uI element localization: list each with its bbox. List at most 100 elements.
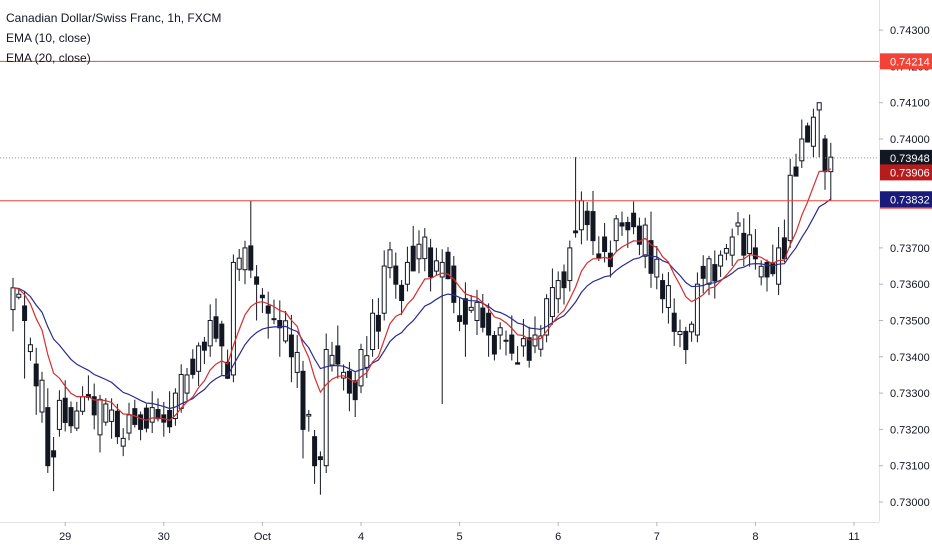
candle xyxy=(718,250,724,277)
time-tick-label: 7 xyxy=(654,531,660,543)
candle xyxy=(677,319,683,348)
candle xyxy=(381,250,387,321)
ema20-price-badge: 0.73832 xyxy=(880,191,932,208)
candle xyxy=(126,402,132,441)
svg-text:0.73948: 0.73948 xyxy=(890,153,930,165)
candle xyxy=(404,246,410,292)
candle xyxy=(259,288,265,313)
candle xyxy=(288,314,294,383)
candle xyxy=(306,409,312,432)
candle xyxy=(433,247,439,276)
candle xyxy=(451,256,457,314)
candle xyxy=(428,238,434,292)
candle xyxy=(752,229,758,270)
candle xyxy=(323,333,329,473)
candle xyxy=(346,362,352,412)
candle xyxy=(770,244,776,277)
candle xyxy=(491,330,497,361)
svg-text:0.73832: 0.73832 xyxy=(890,194,930,206)
candle xyxy=(335,325,341,379)
candle xyxy=(74,401,80,431)
candle xyxy=(596,236,602,262)
time-tick-label: 11 xyxy=(848,531,859,543)
candle xyxy=(236,249,242,281)
candle xyxy=(549,268,555,325)
candle xyxy=(729,228,735,267)
candle xyxy=(689,321,695,342)
price-tick-label: 0.73400 xyxy=(890,352,930,364)
time-tick-label: 6 xyxy=(555,531,561,543)
candle xyxy=(143,404,149,433)
candle xyxy=(416,230,422,274)
candle xyxy=(828,142,834,201)
price-tick-label: 0.73700 xyxy=(890,243,930,255)
price-tick-label: 0.74000 xyxy=(890,134,930,146)
candle xyxy=(590,190,596,256)
candle xyxy=(486,303,492,357)
candle xyxy=(654,245,660,290)
candle xyxy=(167,391,173,434)
candle xyxy=(636,217,642,256)
time-tick-label: 29 xyxy=(59,531,71,543)
candle xyxy=(132,399,138,428)
candle xyxy=(462,282,468,357)
candle xyxy=(10,277,16,332)
candle xyxy=(515,346,521,365)
candle xyxy=(642,217,648,269)
candle xyxy=(294,334,300,388)
candle xyxy=(109,398,115,439)
level-price-badge: 0.74214 xyxy=(880,53,932,70)
candle xyxy=(283,310,289,344)
price-axis[interactable]: 0.743000.742000.741000.740000.737000.736… xyxy=(879,0,930,522)
candle xyxy=(694,272,700,343)
candle xyxy=(538,325,544,357)
candle xyxy=(741,218,747,267)
time-axis[interactable]: 29 30 Oct 4 5 6 7 8 11 xyxy=(0,522,879,543)
candle xyxy=(39,371,45,423)
candle xyxy=(22,291,28,379)
candle xyxy=(468,294,474,313)
candle xyxy=(799,119,805,169)
candle xyxy=(248,200,254,279)
candle xyxy=(700,255,706,294)
candle xyxy=(578,191,584,245)
candle xyxy=(567,240,573,292)
candle xyxy=(503,330,509,356)
candle xyxy=(91,383,97,430)
candle xyxy=(242,240,248,285)
ema20-legend[interactable]: EMA (20, close) xyxy=(6,51,91,65)
candle xyxy=(265,291,271,339)
candle xyxy=(793,153,799,177)
price-tick-label: 0.74100 xyxy=(890,98,930,110)
candle xyxy=(555,271,561,314)
candle xyxy=(358,343,364,394)
price-tick-label: 0.74300 xyxy=(890,25,930,37)
candle xyxy=(648,211,654,288)
candle xyxy=(787,158,793,248)
candle xyxy=(747,214,753,267)
candle xyxy=(27,337,33,361)
candle xyxy=(364,336,370,379)
candle xyxy=(619,211,625,236)
ema10-legend[interactable]: EMA (10, close) xyxy=(6,31,91,45)
candle xyxy=(665,272,671,324)
candle xyxy=(201,336,207,364)
candle xyxy=(810,108,816,158)
candle xyxy=(509,315,515,361)
ema10-price-badge: 0.73906 xyxy=(880,164,932,181)
plot-area xyxy=(0,60,879,495)
price-tick-label: 0.73500 xyxy=(890,316,930,328)
candle xyxy=(671,298,677,346)
candle xyxy=(271,299,277,325)
candle xyxy=(399,280,405,315)
candle xyxy=(683,326,689,365)
candle xyxy=(312,429,318,484)
candle xyxy=(184,367,190,401)
ema20-line xyxy=(12,198,832,410)
candle xyxy=(341,364,347,391)
symbol-title[interactable]: Canadian Dollar/Swiss Franc, 1h, FXCM xyxy=(6,11,222,25)
candle xyxy=(317,451,323,495)
candle xyxy=(329,341,335,372)
